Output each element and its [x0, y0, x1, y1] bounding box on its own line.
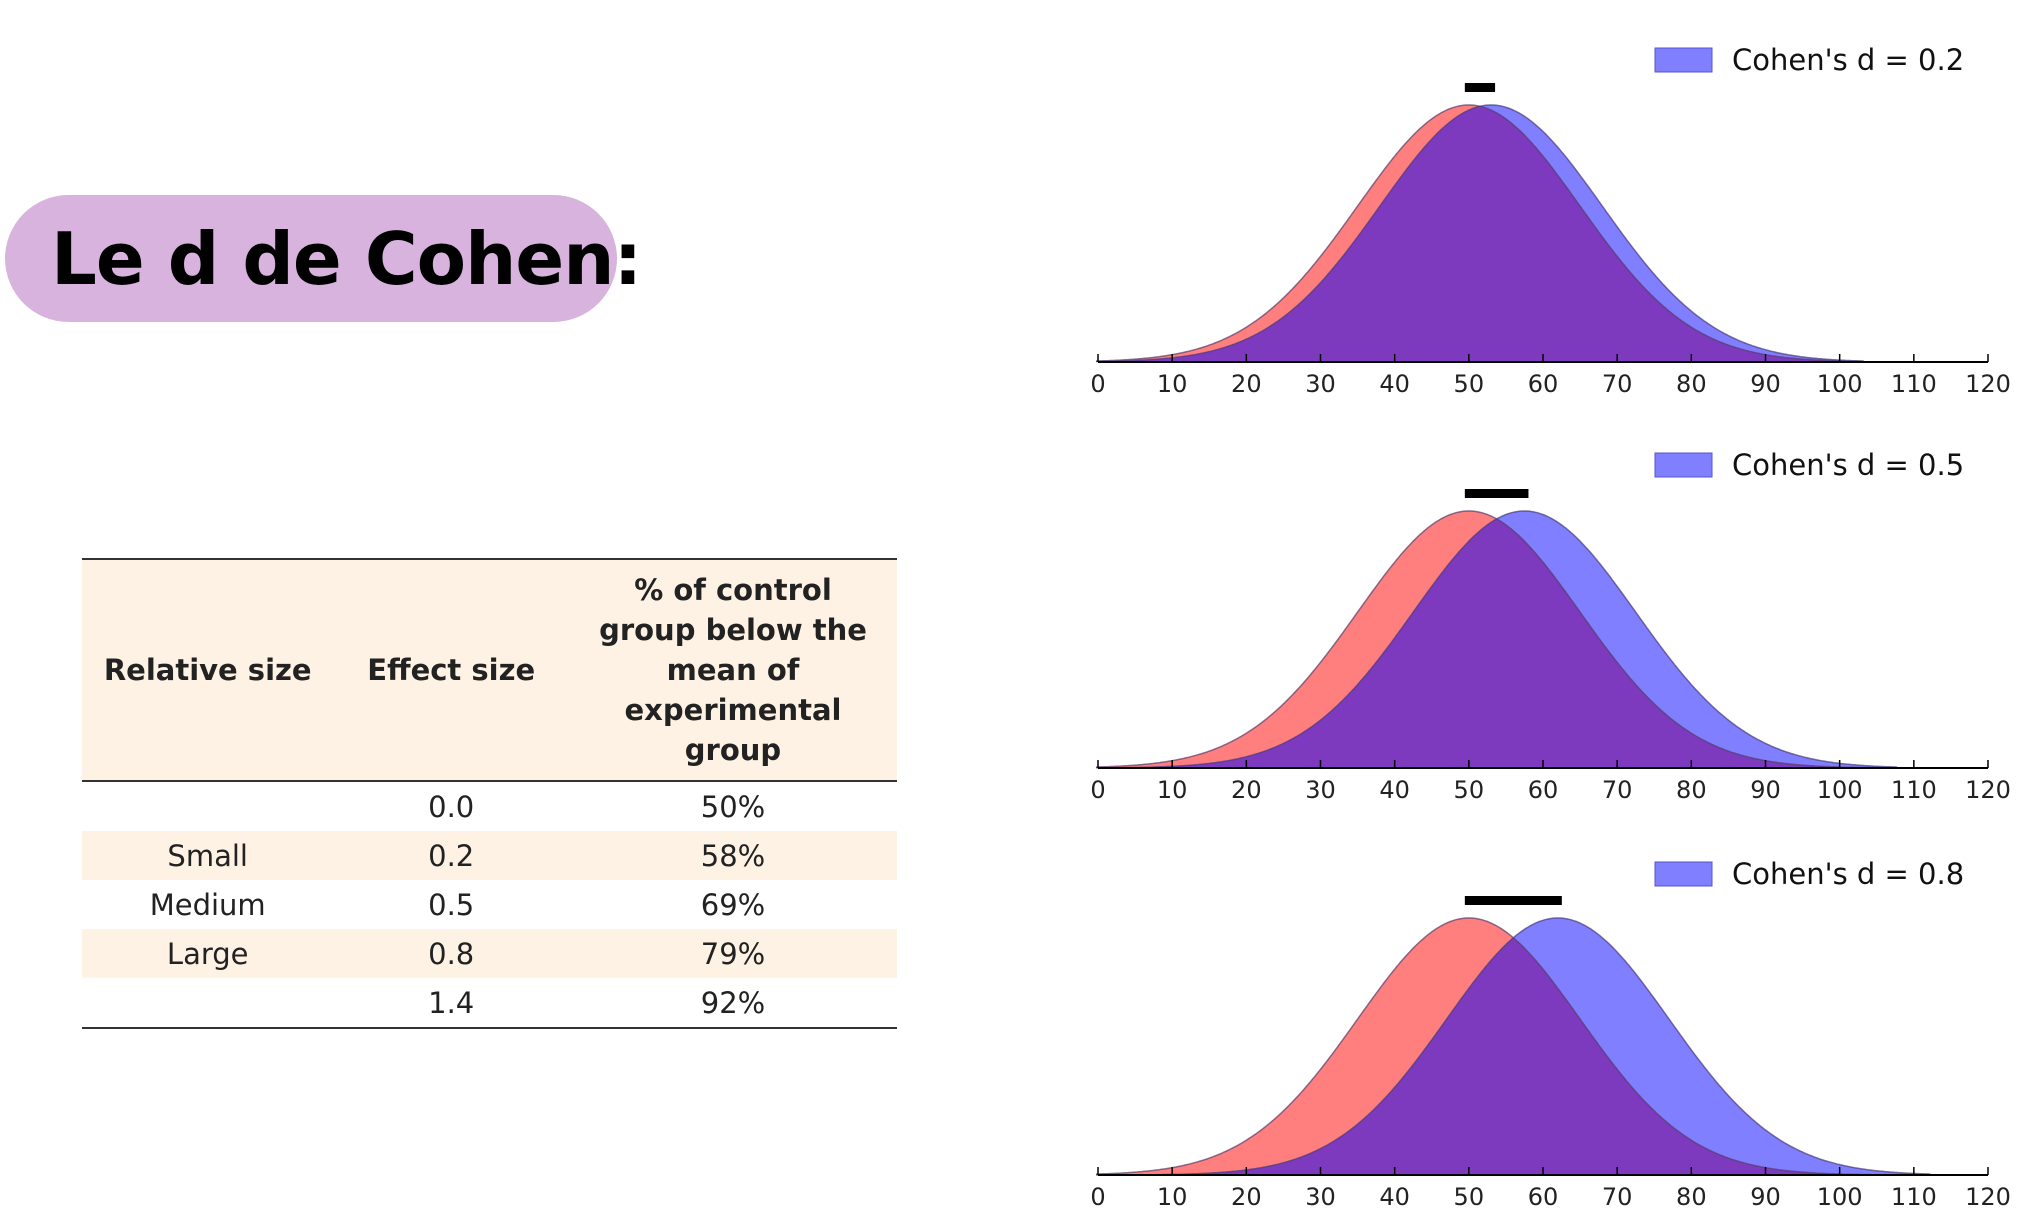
x-tick-label: 0 [1090, 776, 1105, 804]
overlap-region [1096, 106, 1864, 362]
table-row: Large 0.8 79% [82, 929, 897, 978]
x-tick-label: 80 [1676, 776, 1707, 804]
x-tick-label: 40 [1379, 776, 1410, 804]
cell-relative-size [82, 978, 334, 1029]
table-row: Small 0.2 58% [82, 831, 897, 880]
legend-swatch [1654, 47, 1713, 73]
legend-label: Cohen's d = 0.2 [1732, 43, 1964, 77]
cell-percent: 69% [700, 887, 766, 922]
x-tick-label: 120 [1965, 370, 2011, 398]
table-row: 0.0 50% [82, 781, 897, 831]
x-tick-label: 70 [1602, 370, 1633, 398]
x-tick-label: 20 [1231, 370, 1262, 398]
x-tick-label: 30 [1305, 370, 1336, 398]
x-tick-label: 60 [1528, 1183, 1559, 1211]
title-banner: Le d de Cohen: [5, 195, 642, 322]
experimental-curve-line [1096, 917, 1931, 1176]
x-tick-label: 10 [1157, 776, 1188, 804]
cell-relative-size: Medium [149, 887, 266, 922]
x-tick-label: 120 [1965, 776, 2011, 804]
x-tick-label: 20 [1231, 776, 1262, 804]
x-tick-label: 0 [1090, 370, 1105, 398]
x-tick-label: 30 [1305, 776, 1336, 804]
page-title: Le d de Cohen: [51, 216, 642, 301]
x-tick-label: 50 [1454, 370, 1485, 398]
mean-difference-bar [1464, 489, 1529, 498]
cell-effect-size: 1.4 [333, 978, 569, 1029]
x-tick-label: 90 [1750, 370, 1781, 398]
legend-swatch [1654, 452, 1713, 478]
x-tick-label: 110 [1891, 370, 1937, 398]
x-tick-label: 50 [1454, 1183, 1485, 1211]
x-tick-label: 10 [1157, 370, 1188, 398]
table-row: Medium 0.5 69% [82, 880, 897, 929]
mean-difference-bar [1464, 83, 1496, 92]
cell-effect-size: 0.2 [333, 831, 569, 880]
header-percent-below: % of control group below the mean of exp… [569, 558, 897, 782]
x-tick-label: 90 [1750, 1183, 1781, 1211]
x-tick-label: 50 [1454, 776, 1485, 804]
table-row: 1.4 92% [82, 978, 897, 1029]
x-tick-label: 80 [1676, 1183, 1707, 1211]
cell-percent: 50% [700, 789, 766, 824]
x-tick-label: 40 [1379, 1183, 1410, 1211]
x-tick-label: 110 [1891, 1183, 1937, 1211]
legend-label: Cohen's d = 0.5 [1732, 448, 1964, 482]
cell-effect-size: 0.5 [428, 887, 475, 922]
cell-percent: 58% [569, 831, 897, 880]
x-tick-label: 80 [1676, 370, 1707, 398]
x-tick-label: 10 [1157, 1183, 1188, 1211]
x-tick-label: 70 [1602, 1183, 1633, 1211]
legend-label: Cohen's d = 0.8 [1732, 857, 1964, 891]
cell-effect-size: 0.8 [333, 929, 569, 978]
overlap-region [1096, 518, 1898, 768]
cell-percent: 79% [569, 929, 897, 978]
overlap-region [1096, 937, 1931, 1175]
experimental-curve-line [1096, 510, 1898, 769]
x-tick-label: 120 [1965, 1183, 2011, 1211]
x-tick-label: 60 [1528, 370, 1559, 398]
x-tick-label: 100 [1817, 370, 1863, 398]
cell-effect-size: 0.0 [428, 789, 475, 824]
table-header-row: Relative size Effect size % of control g… [82, 558, 897, 782]
header-effect-size: Effect size [333, 558, 569, 782]
x-tick-label: 110 [1891, 776, 1937, 804]
cell-relative-size: Large [82, 929, 334, 978]
x-tick-label: 90 [1750, 776, 1781, 804]
x-tick-label: 100 [1817, 1183, 1863, 1211]
x-tick-label: 0 [1090, 1183, 1105, 1211]
cell-percent: 92% [569, 978, 897, 1029]
x-tick-label: 60 [1528, 776, 1559, 804]
x-tick-label: 70 [1602, 776, 1633, 804]
experimental-curve-line [1096, 104, 1864, 363]
cell-relative-size: Small [82, 831, 334, 880]
effect-size-table: Relative size Effect size % of control g… [82, 558, 897, 1029]
x-tick-label: 20 [1231, 1183, 1262, 1211]
x-tick-label: 40 [1379, 370, 1410, 398]
x-tick-label: 100 [1817, 776, 1863, 804]
x-tick-label: 30 [1305, 1183, 1336, 1211]
mean-difference-bar [1464, 896, 1562, 905]
header-relative-size: Relative size [82, 558, 334, 782]
legend-swatch [1654, 861, 1713, 887]
